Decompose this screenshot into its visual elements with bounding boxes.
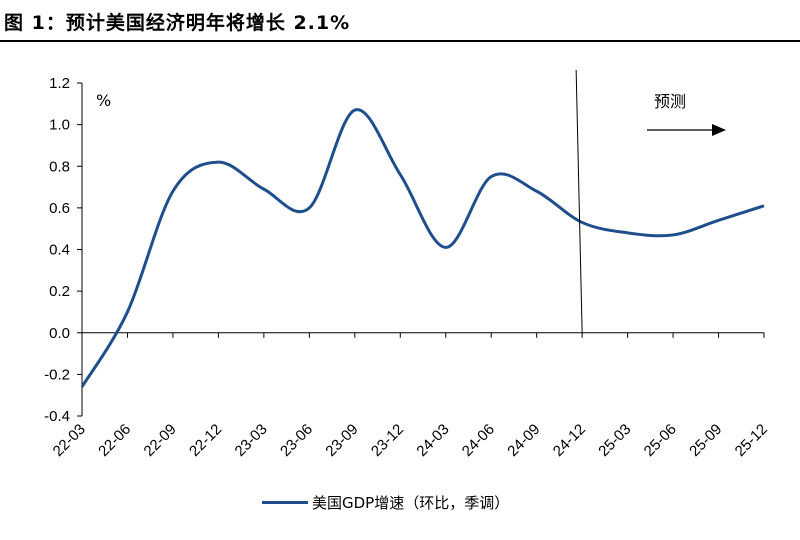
x-tick-label: 24-12 (550, 421, 589, 460)
y-tick-label: 0.2 (49, 283, 70, 300)
x-tick-label: 25-12 (732, 421, 771, 460)
x-tick-labels: 22-03 22-06 22-09 22-12 23-03 23-06 23-09 23-12… (50, 332, 771, 460)
x-tick-label: 22-12 (186, 421, 225, 460)
x-tick-label: 24-03 (413, 421, 452, 460)
chart-axes (81, 83, 764, 416)
x-tick-label: 25-06 (641, 421, 680, 460)
forecast-divider-line (575, 69, 583, 333)
legend-label: 美国GDP增速（环比，季调） (312, 494, 510, 512)
x-tick-label: 22-03 (50, 421, 89, 460)
y-tick-label: -0.4 (44, 408, 70, 425)
series-group (80, 108, 765, 388)
legend: 美国GDP增速（环比，季调） (262, 492, 509, 513)
y-tick-label: 0.4 (49, 242, 70, 259)
forecast-label: 预测 (654, 92, 686, 111)
x-tick-label: 24-09 (504, 421, 543, 460)
x-tick-label: 23-09 (322, 421, 361, 460)
x-tick-label: 22-09 (141, 421, 180, 460)
y-unit-label: % (96, 91, 111, 110)
legend-line-swatch (262, 501, 308, 504)
forecast-arrow (647, 124, 726, 136)
title-divider (0, 40, 800, 42)
x-tick-label: 25-03 (595, 421, 634, 460)
x-tick-label: 22-06 (95, 421, 134, 460)
y-tick-label: 0.0 (49, 325, 70, 342)
x-tick-label: 23-03 (232, 421, 271, 460)
x-tick-label: 23-06 (277, 421, 316, 460)
figure-title: 图 1：预计美国经济明年将增长 2.1% (4, 12, 351, 34)
y-tick-label: 0.8 (49, 158, 70, 175)
y-tick-label: 1.2 (49, 75, 70, 92)
y-tick-labels: -0.4 -0.2 0.0 0.2 0.4 0.6 0.8 1.0 1.2 (44, 75, 82, 425)
y-tick-label: -0.2 (44, 366, 70, 383)
x-tick-label: 25-09 (686, 421, 725, 460)
x-tick-label: 24-06 (459, 421, 498, 460)
y-tick-label: 1.0 (49, 117, 70, 134)
x-tick-label: 23-12 (368, 421, 407, 460)
y-tick-label: 0.6 (49, 200, 70, 217)
series-line (80, 108, 765, 388)
